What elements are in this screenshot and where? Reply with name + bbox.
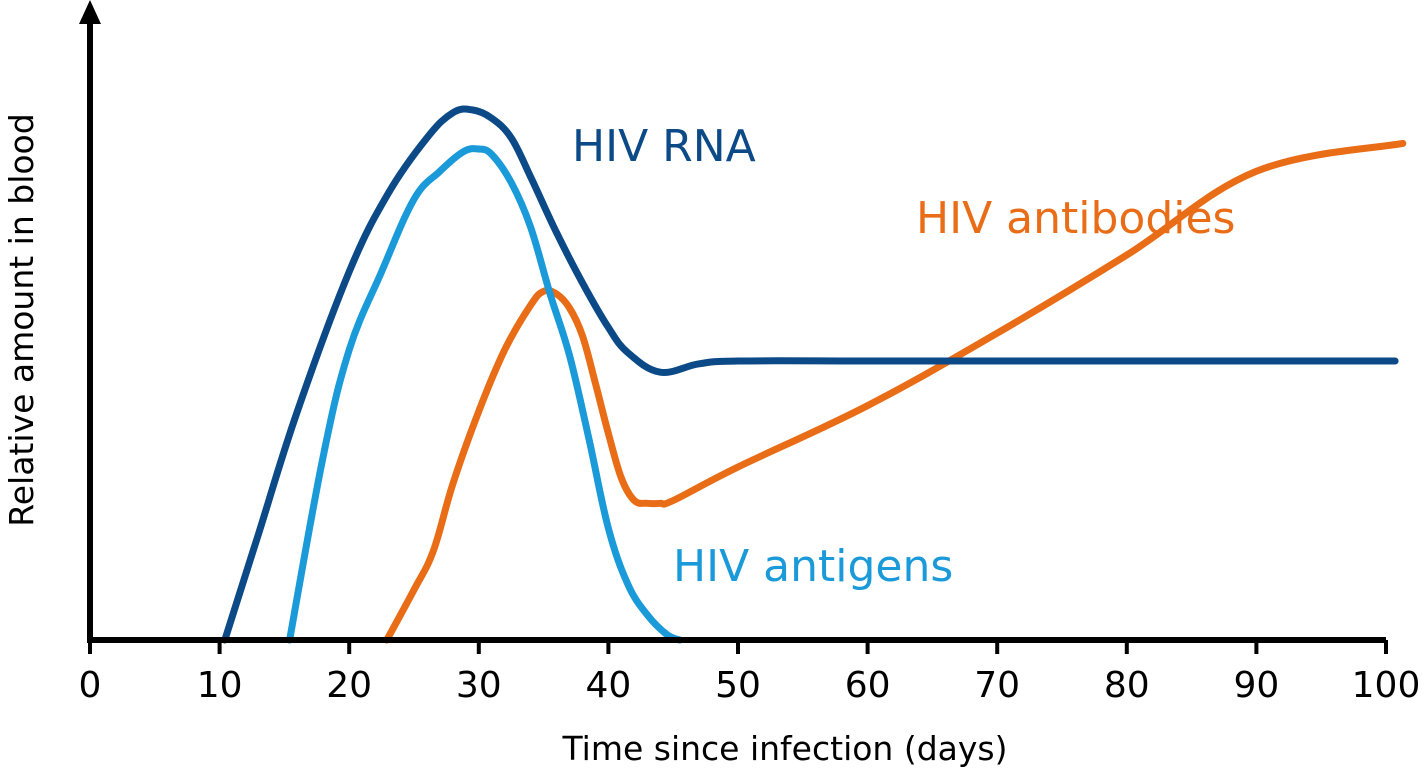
series-label-hiv-antigens: HIV antigens [673,541,953,592]
y-axis-arrowhead [79,0,101,24]
x-tick-label-50: 50 [715,665,761,706]
series-label-hiv-rna: HIV RNA [572,121,756,172]
x-tick-label-30: 30 [456,665,502,706]
series-label-hiv-antibodies: HIV antibodies [916,193,1235,244]
x-tick-label-0: 0 [79,665,102,706]
x-tick-labels: 0 10 20 30 40 50 60 70 80 90 100 [79,640,1421,706]
series-line-hiv-antibodies [383,139,1407,644]
x-tick-label-100: 100 [1352,665,1421,706]
x-tick-label-80: 80 [1104,665,1150,706]
x-tick-label-10: 10 [197,665,243,706]
x-axis-title: Time since infection (days) [562,729,1008,768]
x-tick-label-60: 60 [845,665,891,706]
series-labels: HIV RNA HIV antigens HIV antibodies [572,121,1235,592]
x-tick-label-20: 20 [326,665,372,706]
series-layer [221,105,1407,644]
series-line-hiv-rna [221,105,1399,644]
x-tick-label-40: 40 [585,665,631,706]
series-line-hiv-antigens [286,145,684,644]
x-tick-label-90: 90 [1233,665,1279,706]
x-tick-label-70: 70 [974,665,1020,706]
y-axis-title: Relative amount in blood [2,113,41,526]
